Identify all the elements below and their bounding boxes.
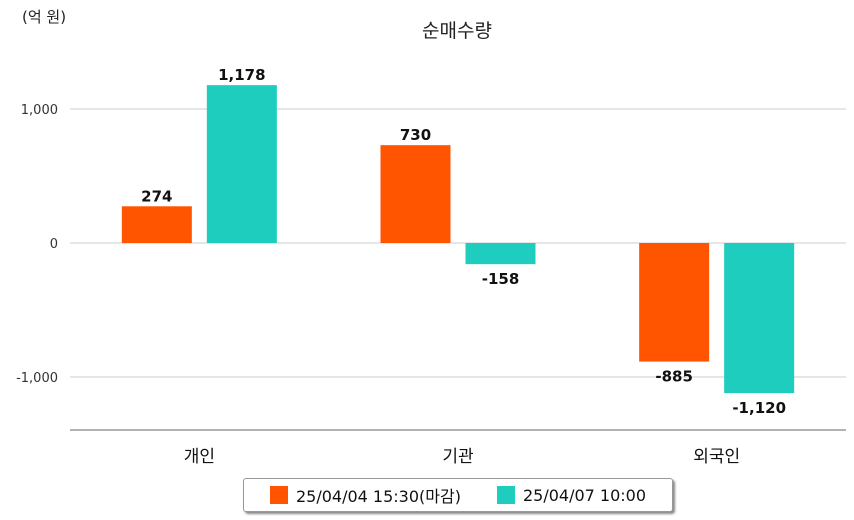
y-tick-label: 0: [50, 237, 58, 252]
bar[interactable]: [639, 243, 710, 362]
bar[interactable]: [724, 243, 795, 394]
data-label: 730: [400, 126, 431, 144]
data-label: 1,178: [218, 66, 265, 84]
bar[interactable]: [380, 145, 451, 243]
legend-swatch-series-2: [496, 486, 515, 504]
bar[interactable]: [206, 85, 277, 243]
legend-label-series-1: 25/04/04 15:30(마감): [295, 487, 461, 506]
bars: [121, 85, 795, 394]
data-label: 274: [141, 187, 172, 205]
category-label: 외국인: [693, 447, 740, 467]
legend-item-series-1[interactable]: 25/04/04 15:30(마감): [269, 483, 461, 507]
chart-title: 순매수량: [422, 20, 492, 42]
category-label: 기관: [442, 447, 473, 467]
y-axis: 1,000 0 -1,000: [16, 103, 58, 386]
unit-label: (억 원): [22, 8, 67, 26]
legend-label-series-2: 25/04/07 10:00: [522, 485, 647, 505]
data-label: -885: [655, 368, 693, 386]
category-label: 개인: [184, 447, 215, 467]
data-labels: 274 1,178 730 -158 -885 -1,120: [141, 66, 786, 417]
data-label: -158: [482, 270, 520, 288]
bar[interactable]: [465, 243, 536, 265]
data-label: -1,120: [732, 399, 786, 417]
bar[interactable]: [121, 206, 192, 243]
legend-swatch-series-1: [269, 486, 288, 504]
bar-chart: 순매수량 1,000 0 -1,000 274 1,178 730 -158 -885 -1,…: [16, 20, 846, 467]
y-tick-label: 1,000: [21, 103, 58, 118]
grid-lines: [70, 108, 846, 378]
legend: 25/04/04 15:30(마감) 25/04/07 10:00: [243, 478, 673, 512]
y-tick-label: -1,000: [16, 371, 58, 386]
x-axis: 개인 기관 외국인: [70, 429, 846, 467]
legend-item-series-2[interactable]: 25/04/07 10:00: [496, 485, 647, 505]
